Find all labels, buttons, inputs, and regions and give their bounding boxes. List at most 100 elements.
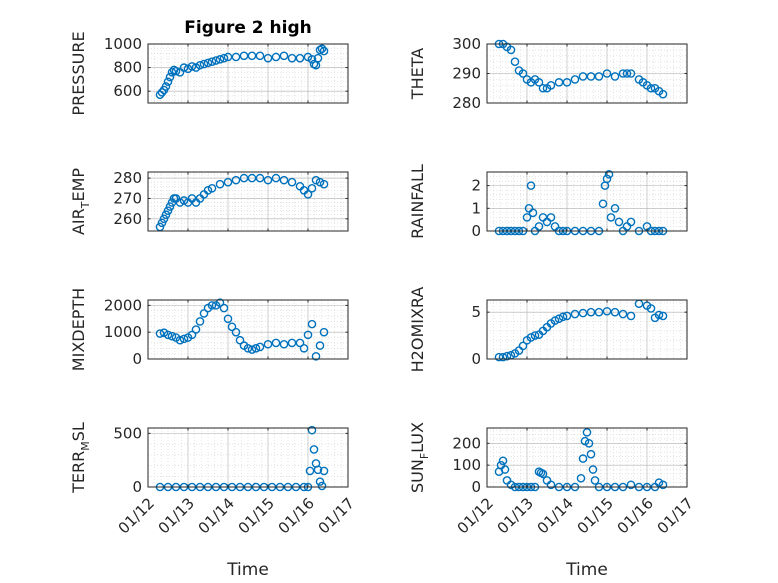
h2omixra-data-point [610,307,620,317]
air-temp-data-point [157,218,167,228]
sun-flux-axes-box [486,427,688,488]
h2omixra-data-point [558,312,568,322]
pressure-data-point [179,63,189,72]
theta-data-point [546,81,556,90]
rainfall-data-point [610,204,620,213]
pressure-data-point [203,58,213,68]
theta-data-point [658,89,668,99]
terr-msl-data-point [315,477,325,486]
mixdepth-data-point [191,325,201,334]
air-temp-data-point [287,177,297,187]
air-temp-data-point [215,179,225,189]
sun-flux-data-point [584,438,594,448]
mixdepth-data-point [303,330,313,340]
theta-data-point [610,72,620,81]
air-temp-data-point [159,214,169,224]
terr-msl-data-point [319,466,329,476]
rainfall-data-point [602,174,612,184]
pressure-data-point [163,77,173,87]
theta-data-point [622,69,632,78]
h2omixra-data-point [526,333,536,342]
pressure-data-point [219,53,229,63]
terr-msl-xtick-label: 01/16 [275,494,318,537]
theta-ytick-label: 300 [452,35,481,53]
pressure-data-point [279,51,289,61]
mixdepth-data-point [315,341,325,350]
pressure-data-point [207,57,217,67]
pressure-ytick-label: 800 [113,59,142,77]
mixdepth-data-point [195,317,205,326]
pressure-ytick-label: 600 [113,82,142,100]
subplot-mixdepth: 0 1000 2000 MIXDEPTH [69,288,349,371]
sun-flux-data-point [538,469,548,479]
pressure-data-point [215,55,225,64]
subplot-rainfall: 0 1 2 RAINFALL [408,164,688,240]
h2omixra-data-point [602,306,612,316]
terr-msl-xtick-label: 01/15 [235,494,278,537]
pressure-data-point [263,53,273,63]
rainfall-ytick-label: 2 [471,177,481,195]
pressure-data-point [167,68,177,77]
air-temp-ytick-label: 270 [113,189,142,207]
terr-msl-data-point [317,481,327,491]
sun-flux-xtick-label: 01/15 [574,494,617,537]
theta-data-point [510,57,520,67]
h2omixra-data-point [594,307,604,317]
mixdepth-ytick-label: 0 [132,350,142,368]
air-temp-data-point [223,177,233,187]
mixdepth-data-point [243,343,253,353]
theta-data-point [562,78,572,87]
rainfall-data-point [626,217,636,227]
pressure-data-point [157,88,167,97]
mixdepth-ytick-label: 2000 [104,296,142,314]
mixdepth-data-point [319,327,329,337]
sun-flux-data-point [500,465,510,474]
rainfall-data-point [546,213,556,222]
mixdepth-data-point [263,339,273,349]
theta-data-point [554,78,564,87]
pressure-data-point [211,56,221,65]
air-temp-ylabel: AIRTEMP [69,168,92,235]
mixdepth-data-point [227,322,237,332]
mixdepth-data-point [295,338,305,348]
h2omixra-ylabel: H2OMIXRA [408,287,427,373]
air-temp-data-point [161,210,171,220]
rainfall-data-point [528,208,538,218]
rainfall-ytick-label: 1 [471,199,481,217]
h2omixra-data-point [550,316,560,325]
h2omixra-data-point [498,352,508,362]
subplot-theta: 280 290 300 THETA [408,35,688,112]
rainfall-data-point [614,217,624,227]
air-temp-data-point [207,183,217,193]
terr-msl-data-point [309,445,319,454]
air-temp-data-point [263,175,273,185]
theta-data-point [586,72,596,81]
theta-ytick-label: 280 [452,94,481,112]
mixdepth-data-point [247,345,257,354]
mixdepth-data-point [231,327,241,337]
mixdepth-data-point [279,339,289,349]
subplot-h2omixra: 0 5 H2OMIXRA [408,287,688,373]
sun-flux-data-point [588,465,598,474]
sun-flux-data-point [582,428,592,437]
mixdepth-data-point [223,314,233,324]
sun-flux-data-point [626,480,636,490]
subplot-pressure: 600 800 1000 PRESSURE Figure 2 high [69,18,349,116]
mixdepth-data-point [299,343,309,353]
theta-data-point [506,45,516,55]
h2omixra-data-point [578,308,588,318]
rainfall-data-point [604,169,614,179]
air-temp-data-point [163,206,173,215]
mixdepth-data-point [307,319,317,329]
terr-msl-xtick-label: 01/12 [115,494,158,537]
mixdepth-data-point [187,330,197,340]
sun-flux-ytick-label: 0 [471,478,481,496]
mixdepth-data-point [251,343,261,353]
subplot-air-temp: 260 270 280 AIRTEMP [69,168,349,235]
theta-data-point [570,75,580,84]
pressure-data-point [165,72,175,82]
terr-msl-ylabel: TERRMSL [69,422,92,494]
mixdepth-ytick-label: 1000 [104,323,142,341]
pressure-ylabel: PRESSURE [69,31,88,115]
